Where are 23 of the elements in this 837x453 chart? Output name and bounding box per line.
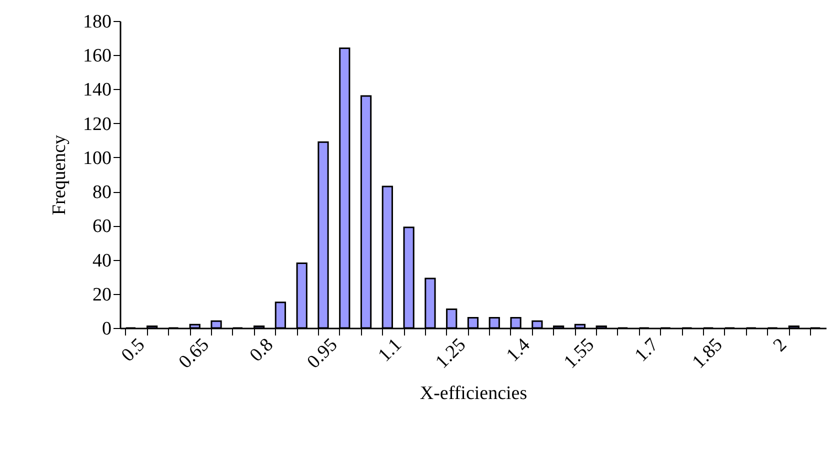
y-tick-label: 180 [83,12,112,32]
y-tick-label: 40 [92,250,112,272]
x-tick-label: 1.4 [502,334,535,366]
x-tick-label: 0.8 [246,334,278,366]
y-tick-label: 140 [83,80,112,101]
x-tick-label: 1.7 [630,334,663,366]
x-tick-label: 1.25 [432,334,470,373]
y-axis-title: Frequency [49,134,70,216]
x-tick-label: 0.95 [303,334,342,373]
y-tick-label: 20 [92,284,112,306]
x-tick-label: 1.1 [374,334,406,366]
x-tick-label: 2 [769,334,791,356]
x-tick-label: 0.5 [118,334,150,366]
y-tick-label: 0 [102,318,112,340]
x-tick-label: 0.65 [174,334,214,373]
x-tick-label: 1.85 [688,334,727,373]
y-tick-label: 80 [92,182,112,204]
y-tick-label: 160 [83,46,112,67]
y-tick-label: 60 [92,216,112,238]
x-axis-title: X-efficiencies [420,383,528,404]
x-tick-label: 1.55 [560,334,598,373]
y-tick-label: 120 [83,114,112,135]
y-tick-label: 100 [83,148,112,169]
